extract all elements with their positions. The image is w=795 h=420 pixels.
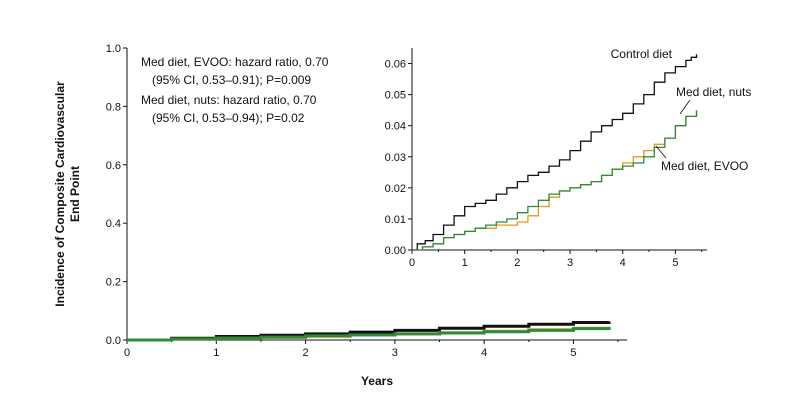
nuts-leader-line	[679, 99, 691, 115]
main-x-tick-label: 5	[570, 347, 576, 359]
inset-y-tick-label: 0.00	[385, 245, 406, 257]
y-axis-title-line-1: Incidence of Composite Cardiovascular	[53, 81, 67, 307]
main-x-tick-label: 4	[481, 347, 487, 359]
inset-series-line	[412, 110, 698, 251]
inset-series-line	[412, 110, 698, 251]
inset-x-tick-label: 5	[672, 257, 678, 269]
series-name-label: Med diet, nuts	[676, 85, 751, 99]
inset-y-tick-label: 0.04	[385, 121, 406, 133]
main-y-tick-label: 0.4	[106, 218, 121, 230]
inset-x-tick-label: 1	[462, 257, 468, 269]
inset-x-tick-label: 3	[567, 257, 573, 269]
main-x-tick-label: 3	[392, 347, 398, 359]
main-x-tick-label: 2	[303, 347, 309, 359]
main-y-tick-label: 0.8	[106, 101, 121, 113]
inset-x-tick-label: 4	[620, 257, 626, 269]
inset-panel: 0 1 2 3 4 5 0.00 0.01 0.02 0.03 0.04 0.05 0.06 Contro…	[385, 47, 752, 269]
inset-y-tick-label: 0.05	[385, 90, 406, 102]
main-x-tick-label: 1	[213, 347, 219, 359]
inset-series-line	[412, 54, 698, 251]
inset-y-tick-label: 0.03	[385, 152, 406, 164]
series-name-label: Control diet	[611, 47, 673, 61]
main-series-line	[127, 326, 611, 342]
evoo-leader-line	[655, 145, 667, 159]
inset-x-tick-label: 2	[514, 257, 520, 269]
main-y-tick-label: 0.2	[106, 277, 121, 289]
main-y-tick-label: 0.0	[106, 335, 121, 347]
x-axis-title: Years	[361, 374, 393, 388]
series-name-label: Med diet, EVOO	[661, 159, 748, 173]
hazard-ratio-annotation: (95% CI, 0.53–0.94); P=0.02	[152, 111, 305, 125]
hazard-ratio-annotation: Med diet, nuts: hazard ratio, 0.70	[141, 93, 317, 107]
main-y-tick-label: 0.6	[106, 160, 121, 172]
main-y-tick-label: 1.0	[106, 43, 121, 55]
inset-x-tick-label: 0	[409, 257, 415, 269]
inset-y-tick-label: 0.01	[385, 214, 406, 226]
hazard-ratio-annotation: Med diet, EVOO: hazard ratio, 0.70	[141, 55, 329, 69]
inset-y-tick-label: 0.02	[385, 183, 406, 195]
hazard-ratio-annotation: (95% CI, 0.53–0.91); P=0.009	[152, 73, 311, 87]
inset-y-tick-label: 0.06	[385, 59, 406, 71]
y-axis-title-line-2: End Point	[68, 166, 82, 222]
main-panel: 0 1 2 3 4 5 0.0 0.2 0.4 0.6 0.8 1.0 Years Incidence o…	[53, 43, 627, 388]
main-x-tick-label: 0	[124, 347, 130, 359]
